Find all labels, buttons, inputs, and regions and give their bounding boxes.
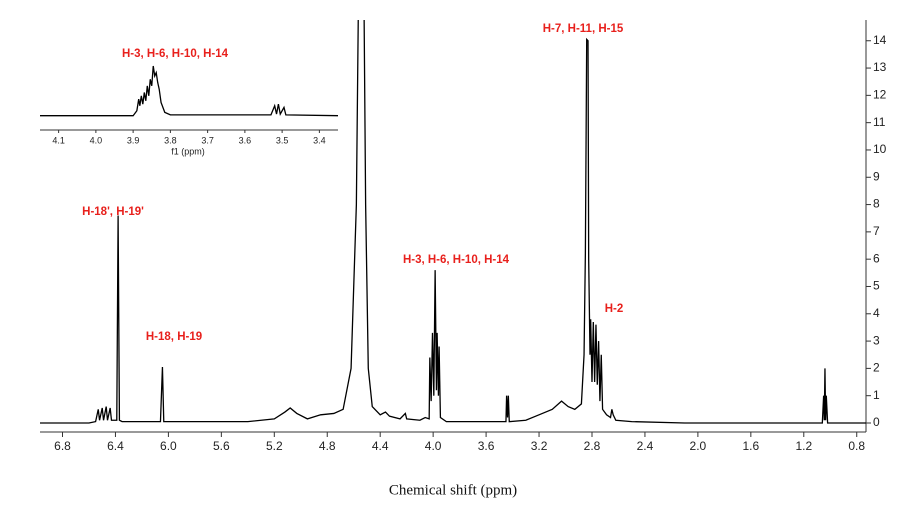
y-tick-label: 2 bbox=[873, 361, 880, 375]
y-tick-label: 13 bbox=[873, 60, 887, 74]
x-tick-label: 3.5 bbox=[276, 135, 289, 145]
x-tick-label: 3.8 bbox=[164, 135, 177, 145]
peak-annotation: H-3, H-6, H-10, H-14 bbox=[122, 48, 229, 60]
x-tick-label: 5.2 bbox=[266, 439, 283, 453]
y-tick-label: 12 bbox=[873, 88, 887, 102]
y-tick-label: 14 bbox=[873, 33, 887, 47]
x-axis-label: f1 (ppm) bbox=[171, 146, 205, 156]
peak-annotation: H-2 bbox=[605, 303, 624, 315]
y-tick-label: 11 bbox=[873, 115, 886, 129]
spectrum-line bbox=[40, 20, 866, 424]
x-tick-label: 4.8 bbox=[319, 439, 336, 453]
x-tick-label: 6.8 bbox=[54, 439, 71, 453]
x-tick-label: 4.0 bbox=[425, 439, 442, 453]
y-tick-label: 3 bbox=[873, 333, 880, 347]
x-tick-label: 1.6 bbox=[742, 439, 759, 453]
y-tick-label: 1 bbox=[873, 388, 880, 402]
y-tick-label: 10 bbox=[873, 142, 887, 156]
peak-annotation: H-7, H-11, H-15 bbox=[543, 23, 624, 35]
x-axis-label: Chemical shift (ppm) bbox=[389, 482, 517, 498]
x-tick-label: 2.0 bbox=[690, 439, 707, 453]
x-tick-label: 2.8 bbox=[584, 439, 601, 453]
peak-annotation: H-18, H-19 bbox=[146, 331, 202, 343]
x-tick-label: 3.9 bbox=[127, 135, 140, 145]
x-tick-label: 3.6 bbox=[239, 135, 252, 145]
y-tick-label: 5 bbox=[873, 279, 880, 293]
x-tick-label: 3.2 bbox=[531, 439, 548, 453]
x-tick-label: 4.0 bbox=[90, 135, 103, 145]
x-tick-label: 0.8 bbox=[848, 439, 865, 453]
x-tick-label: 4.4 bbox=[372, 439, 389, 453]
x-tick-label: 3.4 bbox=[313, 135, 326, 145]
x-tick-label: 3.7 bbox=[201, 135, 214, 145]
y-tick-label: 8 bbox=[873, 197, 880, 211]
x-tick-label: 6.0 bbox=[160, 439, 177, 453]
y-tick-label: 9 bbox=[873, 169, 880, 183]
x-tick-label: 2.4 bbox=[637, 439, 654, 453]
x-tick-label: 5.6 bbox=[213, 439, 230, 453]
x-tick-label: 3.6 bbox=[478, 439, 495, 453]
x-tick-label: 4.1 bbox=[52, 135, 65, 145]
y-tick-label: 0 bbox=[873, 415, 880, 429]
x-tick-label: 6.4 bbox=[107, 439, 124, 453]
y-tick-label: 4 bbox=[873, 306, 880, 320]
peak-annotation: H-18', H-19' bbox=[82, 206, 144, 218]
peak-annotation: H-3, H-6, H-10, H-14 bbox=[403, 254, 510, 266]
x-tick-label: 1.2 bbox=[795, 439, 812, 453]
y-tick-label: 7 bbox=[873, 224, 880, 238]
inset-background bbox=[40, 24, 338, 160]
y-tick-label: 6 bbox=[873, 251, 880, 265]
spectrum-line bbox=[40, 65, 338, 117]
